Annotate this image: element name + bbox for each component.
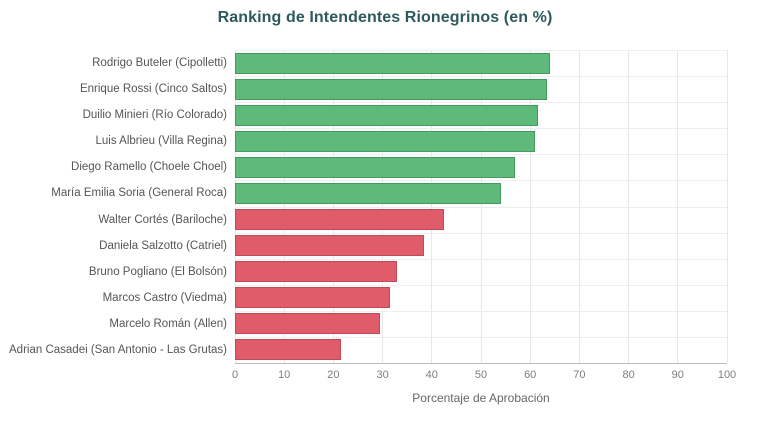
y-axis-label: Adrian Casadei (San Antonio - Las Grutas… (9, 343, 227, 356)
x-axis-title: Porcentaje de Aprobación (412, 391, 550, 405)
x-tick-label: 70 (573, 369, 586, 381)
gridline-horizontal (235, 102, 727, 104)
gridline-horizontal (235, 154, 727, 156)
gridline-horizontal (235, 232, 727, 234)
y-axis-label: Daniela Salzotto (Catriel) (99, 239, 227, 252)
bar (235, 130, 536, 152)
x-tick-label: 20 (327, 369, 340, 381)
bar (235, 104, 538, 126)
y-axis-labels: Rodrigo Buteler (Cipolletti) Enrique Ross… (0, 50, 227, 363)
bar (235, 78, 548, 100)
x-tick-label: 90 (671, 369, 684, 381)
plot-area (234, 50, 728, 364)
x-tick-label: 10 (278, 369, 291, 381)
y-axis-label: Marcos Castro (Viedma) (102, 291, 227, 304)
bar (235, 313, 381, 335)
y-axis-label: Luis Albrieu (Villa Regina) (95, 135, 227, 148)
bar (235, 182, 501, 204)
bar (235, 156, 516, 178)
x-tick-label: 40 (425, 369, 438, 381)
bar (235, 209, 445, 231)
y-axis-label: Duilio Minieri (Río Colorado) (82, 109, 227, 122)
gridline-horizontal (235, 76, 727, 78)
x-tick-label: 0 (231, 369, 239, 381)
gridline-horizontal (235, 180, 727, 182)
y-axis-label: Rodrigo Buteler (Cipolletti) (92, 57, 227, 70)
bar (235, 52, 550, 74)
bar (235, 261, 398, 283)
gridline-horizontal (235, 284, 727, 286)
gridline-horizontal (235, 258, 727, 260)
bar (235, 287, 390, 309)
chart-title: Ranking de Intendentes Rionegrinos (en %… (217, 9, 553, 26)
y-axis-label: María Emilia Soria (General Roca) (51, 187, 227, 200)
x-axis-ticks: 0 10 20 30 40 50 60 70 80 90 100 (231, 368, 736, 382)
y-axis-label: Bruno Pogliano (El Bolsón) (88, 265, 227, 278)
x-tick-label: 60 (524, 369, 537, 381)
y-axis-label: Enrique Rossi (Cinco Saltos) (79, 83, 227, 96)
y-axis-label: Diego Ramello (Choele Choel) (71, 161, 227, 174)
gridline-vertical (726, 50, 728, 363)
x-tick-label: 50 (474, 369, 488, 381)
gridline-horizontal (235, 128, 727, 130)
x-tick-label: 30 (376, 369, 389, 381)
gridline-horizontal (235, 206, 727, 208)
y-axis-label: Walter Cortés (Bariloche) (98, 213, 227, 226)
bar (235, 339, 341, 361)
y-axis-label: Marcelo Román (Allen) (109, 317, 227, 330)
x-tick-label: 80 (622, 369, 635, 381)
bar (235, 235, 425, 257)
gridline-horizontal (235, 310, 727, 312)
x-tick-label: 100 (717, 369, 737, 381)
gridline-horizontal (235, 336, 727, 338)
gridline-horizontal (235, 50, 727, 51)
